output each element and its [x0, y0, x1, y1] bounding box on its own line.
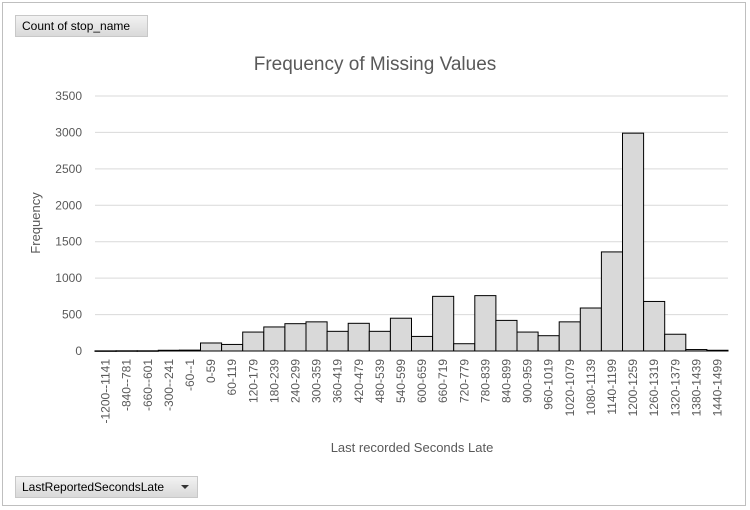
x-tick-label: 180-239 — [267, 359, 281, 403]
x-tick-label: -1200--1141 — [99, 359, 113, 424]
x-tick-label: 780-839 — [478, 359, 492, 403]
histogram-bar — [94, 350, 117, 352]
y-tick-label: 3500 — [55, 89, 82, 103]
histogram-bar — [411, 335, 434, 352]
y-tick-label: 1000 — [55, 271, 82, 285]
x-tick-label: 1440-1499 — [710, 359, 724, 417]
y-axis-title: Frequency — [28, 192, 43, 254]
y-axis-ticks: 0 500 1000 1500 2000 2500 3000 3500 — [55, 89, 82, 358]
x-tick-label: 1320-1379 — [668, 359, 682, 417]
x-tick-label: 1200-1259 — [626, 359, 640, 417]
histogram-bar — [200, 342, 223, 352]
x-tick-label: 240-299 — [288, 359, 302, 403]
y-tick-label: 1500 — [55, 235, 82, 249]
x-tick-label: 480-539 — [373, 359, 387, 403]
histogram-bar — [284, 323, 307, 352]
histogram-bar — [664, 333, 687, 352]
histogram-bar — [643, 300, 666, 352]
dropdown-arrow-icon[interactable] — [181, 485, 189, 489]
histogram-bar — [495, 319, 518, 352]
histogram-bar — [115, 350, 138, 352]
x-tick-label: 360-419 — [331, 359, 345, 403]
x-tick-label: 1380-1439 — [689, 359, 703, 417]
histogram-bar — [389, 317, 412, 352]
x-tick-label: -660--601 — [141, 359, 155, 411]
x-tick-label: -300--241 — [162, 359, 176, 411]
x-tick-label: 540-599 — [394, 359, 408, 403]
x-axis-ticks: -1200--1141 -840--781 -660--601 -300--241 -6… — [99, 359, 725, 424]
y-tick-label: 500 — [62, 308, 82, 322]
axis-field-label: LastReportedSecondsLate — [22, 480, 165, 494]
chart-title: Frequency of Missing Values — [254, 54, 497, 75]
histogram-bar — [537, 335, 560, 352]
histogram-bar — [263, 326, 286, 352]
x-tick-label: 660-719 — [436, 359, 450, 403]
x-tick-label: 1020-1079 — [563, 359, 577, 417]
x-tick-label: 1080-1139 — [584, 359, 598, 416]
x-tick-label: 1140-1199 — [605, 359, 619, 415]
histogram-bar — [558, 321, 581, 352]
histogram-bar — [178, 349, 201, 352]
y-tick-label: 0 — [75, 344, 82, 358]
x-tick-label: 60-119 — [225, 359, 239, 396]
histogram-bar — [432, 295, 455, 352]
histogram-bar — [600, 251, 624, 352]
x-tick-label: 600-659 — [415, 359, 429, 403]
histogram-bar — [368, 330, 391, 352]
histogram-bar — [242, 331, 265, 352]
histogram-bar — [685, 349, 708, 352]
histogram-bar — [453, 343, 476, 352]
histogram-bar — [136, 350, 159, 352]
x-tick-label: 300-359 — [310, 359, 324, 403]
histogram-bar — [474, 295, 497, 352]
histogram-bar — [347, 322, 370, 352]
value-field-button[interactable]: Count of stop_name — [15, 15, 148, 37]
histogram-bar — [305, 321, 328, 352]
bars — [94, 132, 729, 352]
x-tick-label: -840--781 — [120, 359, 134, 411]
x-tick-label: 0-59 — [204, 359, 218, 383]
histogram-bar — [326, 330, 349, 352]
x-tick-label: 420-479 — [352, 359, 366, 403]
x-tick-label: 840-899 — [499, 359, 513, 403]
histogram-bar — [706, 349, 729, 352]
x-tick-label: 720-779 — [457, 359, 471, 403]
y-tick-label: 2000 — [55, 198, 82, 212]
x-tick-label: 1260-1319 — [647, 359, 661, 417]
histogram-bar — [579, 307, 602, 352]
axis-field-button[interactable]: LastReportedSecondsLate — [15, 476, 198, 498]
histogram-bar — [157, 349, 180, 352]
x-tick-label: -60--1 — [183, 359, 197, 391]
x-tick-label: 960-1019 — [542, 359, 556, 410]
value-field-label: Count of stop_name — [22, 19, 131, 33]
y-tick-label: 2500 — [55, 162, 82, 176]
y-tick-label: 3000 — [55, 125, 82, 139]
x-tick-label: 900-959 — [521, 359, 535, 403]
x-tick-label: 120-179 — [246, 359, 260, 403]
histogram-bar — [221, 343, 244, 352]
histogram-bar — [622, 132, 645, 352]
x-axis-title: Last recorded Seconds Late — [331, 440, 494, 455]
histogram-bar — [516, 331, 539, 352]
